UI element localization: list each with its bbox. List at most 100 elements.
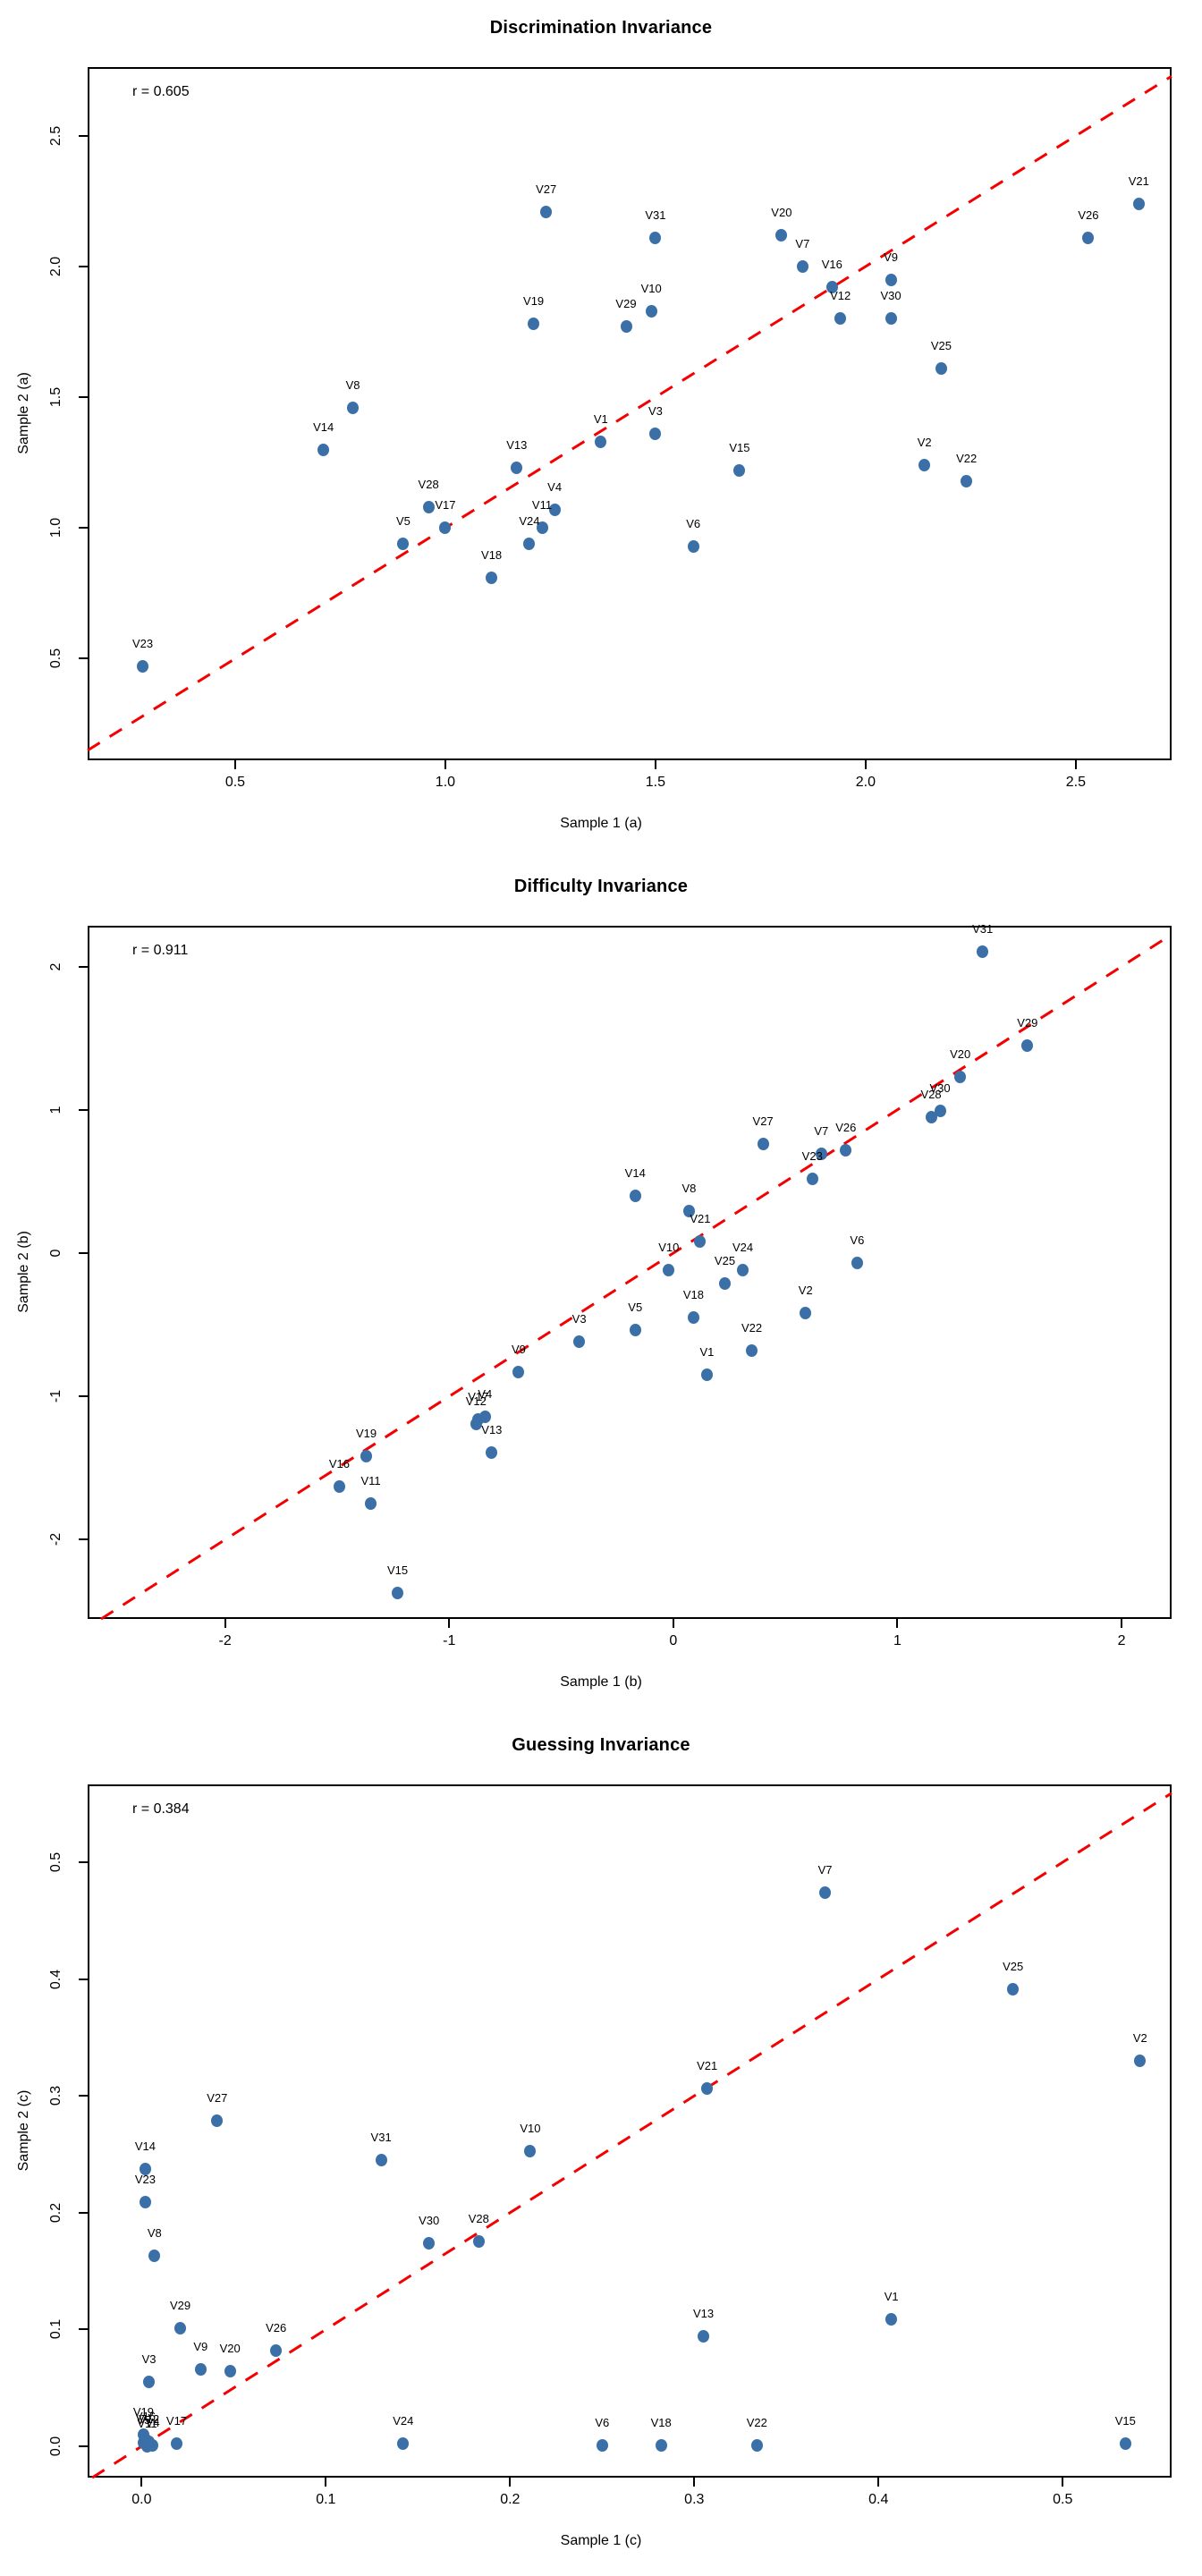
data-point [595,435,607,448]
data-point [649,231,662,244]
data-point [1007,1983,1020,1996]
correlation-label: r = 0.605 [132,84,190,99]
x-tick [672,1619,674,1628]
y-tick [79,1978,88,1980]
data-point [486,1445,498,1459]
data-point-label: V29 [170,2299,191,2313]
x-tick [444,760,446,769]
identity-line [100,933,1172,1621]
data-point [224,2365,236,2378]
data-point [934,1105,946,1118]
data-point-label: V21 [1128,174,1149,188]
y-tick-label: 1 [48,1106,63,1114]
data-point-label: V24 [519,513,540,528]
data-point [536,521,548,535]
data-point [540,205,553,218]
data-point-label: V31 [645,208,666,222]
identity-line [87,74,1172,752]
data-point-label: V9 [511,1342,526,1356]
data-point-label: V12 [830,289,851,303]
data-point-label: V2 [917,436,932,450]
data-point-label: V29 [615,297,637,311]
data-point-label: V17 [435,498,456,513]
x-tick-label: 0.5 [1053,2492,1073,2507]
x-tick-label: 1.5 [645,775,666,790]
y-tick-label: 1.5 [48,386,63,408]
data-point-label: V13 [481,1422,503,1436]
data-point-label: V6 [595,2415,610,2429]
y-tick-label: -1 [48,1390,63,1403]
x-tick-label: 1.0 [435,775,456,790]
data-point-label: V21 [690,1212,711,1226]
data-point [137,660,149,674]
data-point-label: V26 [266,2320,287,2334]
data-point-label: V30 [419,2213,440,2227]
x-tick-label: 0 [669,1633,678,1648]
y-tick [79,1538,88,1541]
data-point [806,1172,818,1185]
x-tick-label: 0.1 [316,2492,336,2507]
x-tick [864,760,867,769]
y-tick [79,134,88,137]
identity-line-layer [87,74,1172,752]
y-tick-label: 0.1 [48,2319,63,2340]
data-point [423,2236,436,2250]
data-point-label: V16 [134,2410,157,2424]
y-axis-title: Sample 2 (a) [16,372,31,454]
correlation-label: r = 0.384 [132,1801,190,1817]
data-point-label: V26 [1078,208,1099,222]
data-point-label: V1 [884,2289,899,2303]
data-point-label: V19 [355,1427,377,1441]
y-tick [79,2328,88,2331]
x-tick-label: 0.2 [500,2492,521,2507]
data-point-label: V7 [814,1124,829,1139]
x-tick [1062,2478,1064,2487]
data-point-label: V19 [132,2404,154,2419]
data-point [737,1264,749,1277]
data-point-label: V28 [468,2212,489,2226]
x-tick [224,1619,226,1628]
data-point [375,2154,387,2167]
data-point-label: V23 [134,2173,157,2187]
data-point-label: V22 [741,1320,763,1335]
data-point-label: V6 [686,516,701,530]
y-tick-label: 0.4 [48,1969,63,1989]
data-point [620,320,632,334]
x-tick-label: 0.5 [224,775,246,790]
data-point [719,1276,731,1290]
data-point-label: V11 [360,1474,381,1488]
y-tick [79,2095,88,2097]
data-point-label: V11 [531,498,553,513]
data-point [834,312,847,326]
data-point-label: V15 [1114,2414,1136,2428]
x-tick [509,2478,512,2487]
data-point [746,1343,758,1357]
y-tick-label: 2.5 [48,125,63,146]
x-tick-label: 2.5 [1065,775,1086,790]
data-point-label: V9 [193,2339,208,2353]
data-point [750,2438,763,2452]
y-tick [79,396,88,399]
scatter-panel-b: Difficulty Invariance -2 -1 0 1 2 -2 -1 0 1 2 r = 0… [0,859,1202,1717]
y-tick-label: 2 [48,962,63,970]
data-point-label: V4 [547,479,563,494]
y-tick [79,657,88,660]
data-point-label: V25 [930,338,952,352]
data-point-label: V5 [136,2413,151,2428]
chart-title: Difficulty Invariance [513,877,689,896]
y-tick [79,2445,88,2447]
data-point [524,2144,537,2157]
x-tick-label: -2 [218,1633,232,1648]
data-point [925,1110,937,1123]
data-point-label: V26 [835,1120,857,1134]
y-tick-label: -2 [48,1533,63,1546]
data-point [439,521,452,535]
y-tick [79,1251,88,1254]
data-point [1021,1038,1034,1052]
x-tick [877,2478,880,2487]
data-point-label: V28 [418,477,439,491]
identity-line-layer [91,1792,1172,2479]
data-point-label: V27 [752,1114,774,1129]
y-tick [79,1108,88,1111]
data-point [935,361,947,375]
